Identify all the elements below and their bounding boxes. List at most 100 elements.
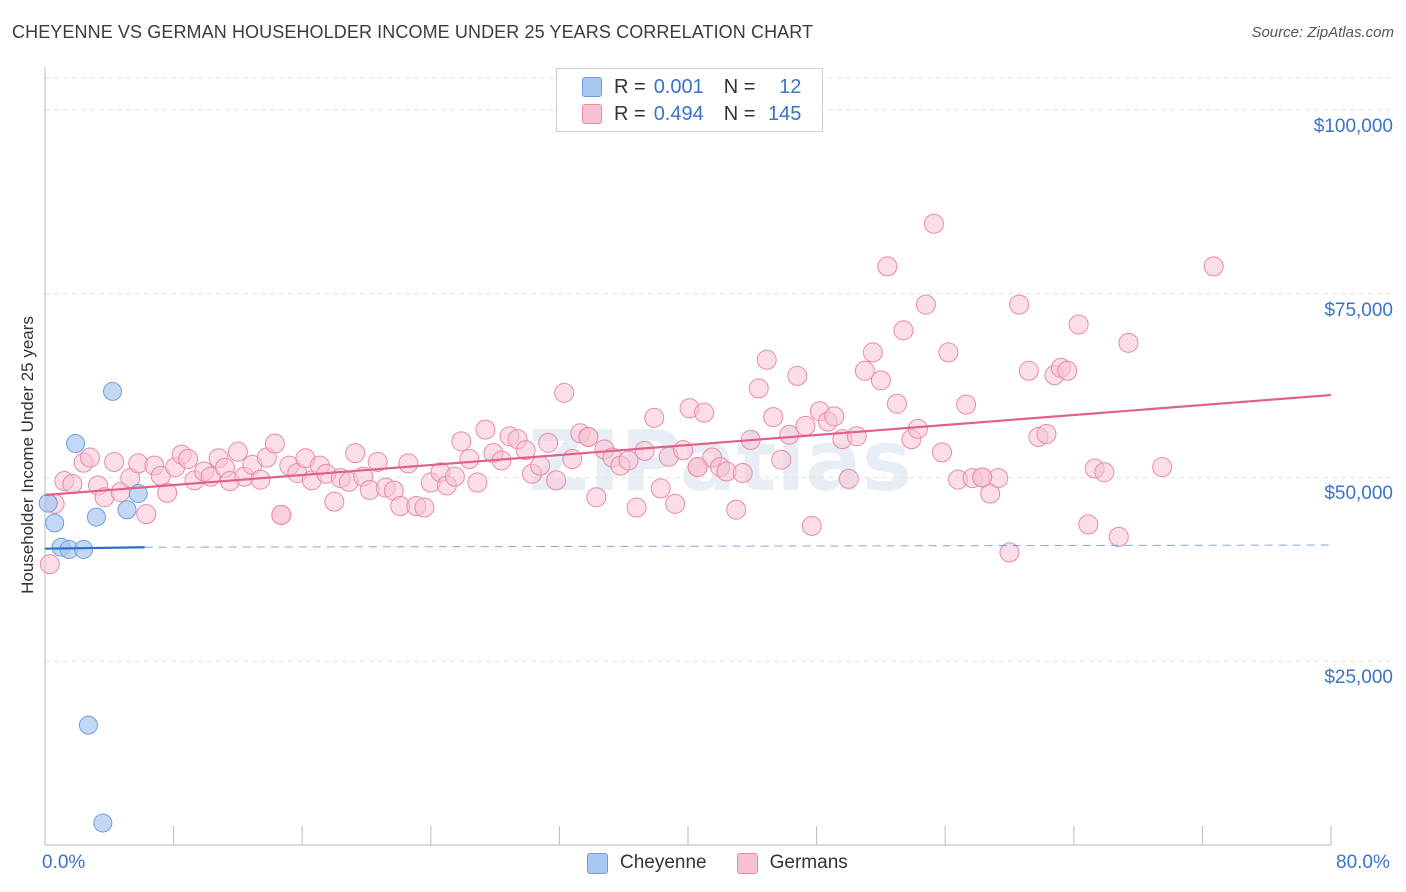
germans-point xyxy=(795,415,816,436)
germans-point xyxy=(1152,457,1173,478)
germans-point xyxy=(763,407,784,428)
germans-swatch xyxy=(582,104,602,124)
cheyenne-swatch xyxy=(582,77,602,97)
germans-point xyxy=(39,554,60,575)
germans-point xyxy=(907,418,928,439)
germans-point xyxy=(1203,256,1224,277)
n-label: N = xyxy=(723,75,756,98)
germans-point xyxy=(530,455,551,476)
germans-point xyxy=(972,467,993,488)
germans-point xyxy=(824,406,845,427)
germans-point xyxy=(554,382,575,403)
germans-point xyxy=(726,499,747,520)
cheyenne-point xyxy=(66,434,86,454)
germans-point xyxy=(748,378,769,399)
germans-point xyxy=(923,213,944,234)
germans-point xyxy=(80,447,101,468)
germans-point xyxy=(136,504,157,525)
x-tick-label-max: 80.0% xyxy=(1336,852,1390,873)
cheyenne-trend-extension xyxy=(144,544,1332,548)
cheyenne-point xyxy=(93,813,113,833)
germans-point xyxy=(546,470,567,491)
germans-point xyxy=(838,468,859,489)
r-value: 0.494 xyxy=(653,102,704,125)
germans-point xyxy=(475,419,496,440)
germans-point xyxy=(515,440,536,461)
source-credit: Source: ZipAtlas.com xyxy=(1251,24,1394,41)
legend-item-germans: Germans xyxy=(736,852,848,874)
legend-row-germans: R = 0.494 N = 145 xyxy=(557,102,801,126)
germans-point xyxy=(915,294,936,315)
germans-point xyxy=(538,432,559,453)
stats-legend: R = 0.001 N = 12 R = 0.494 N = 145 xyxy=(556,68,823,132)
germans-point xyxy=(771,449,792,470)
germans-point xyxy=(801,515,822,536)
legend-label-germans: Germans xyxy=(769,852,848,873)
legend-row-cheyenne: R = 0.001 N = 12 xyxy=(557,75,801,99)
germans-point xyxy=(644,407,665,428)
legend-label-cheyenne: Cheyenne xyxy=(620,852,707,873)
germans-point xyxy=(870,370,891,391)
germans-point xyxy=(104,451,125,472)
germans-point xyxy=(324,491,345,512)
germans-point xyxy=(893,320,914,341)
germans-point xyxy=(732,462,753,483)
germans-point xyxy=(756,349,777,370)
germans-point xyxy=(694,402,715,423)
cheyenne-point xyxy=(74,539,94,559)
germans-point xyxy=(687,457,708,478)
germans-point xyxy=(398,453,419,474)
cheyenne-point xyxy=(38,493,58,513)
germans-point xyxy=(1018,360,1039,381)
germans-point xyxy=(1068,314,1089,335)
cheyenne-legend-swatch xyxy=(587,852,608,874)
germans-point xyxy=(862,342,883,363)
germans-point xyxy=(618,450,639,471)
germans-point xyxy=(444,466,465,487)
germans-point xyxy=(1009,294,1030,315)
germans-trend-line xyxy=(44,393,1332,497)
cheyenne-point xyxy=(117,500,137,520)
germans-point xyxy=(673,440,694,461)
germans-point xyxy=(846,426,867,447)
germans-legend-swatch xyxy=(736,852,758,874)
germans-point xyxy=(1094,462,1115,483)
germans-point xyxy=(451,431,472,452)
germans-point xyxy=(367,451,388,472)
germans-point xyxy=(264,433,285,454)
germans-point xyxy=(665,493,686,514)
germans-point xyxy=(459,449,480,469)
germans-point xyxy=(931,442,952,463)
germans-point xyxy=(999,542,1020,563)
germans-point xyxy=(854,360,875,381)
germans-point xyxy=(1108,526,1129,547)
germans-point xyxy=(877,256,898,277)
y-tick-label: $50,000 xyxy=(1324,483,1393,505)
germans-point xyxy=(779,424,800,445)
n-value: 12 xyxy=(779,75,802,98)
germans-point xyxy=(467,472,488,493)
series-legend: Cheyenne Germans xyxy=(587,852,878,874)
x-tick-label-min: 0.0% xyxy=(42,852,86,873)
germans-point xyxy=(938,342,959,363)
germans-point xyxy=(157,482,178,503)
cheyenne-point xyxy=(45,513,65,533)
r-label: R = xyxy=(614,75,646,98)
germans-point xyxy=(414,497,435,518)
germans-point xyxy=(956,394,977,415)
germans-point xyxy=(1078,514,1099,535)
germans-point xyxy=(1036,424,1057,445)
germans-point xyxy=(650,478,671,499)
germans-point xyxy=(787,365,808,386)
germans-point xyxy=(62,473,83,494)
y-tick-label: $100,000 xyxy=(1313,115,1393,137)
germans-point xyxy=(1118,332,1139,353)
germans-point xyxy=(626,497,647,518)
n-label: N = xyxy=(723,102,756,125)
germans-point xyxy=(1057,360,1078,381)
germans-point xyxy=(227,441,248,462)
germans-point xyxy=(345,443,366,464)
r-value: 0.001 xyxy=(653,75,704,98)
cheyenne-point xyxy=(103,381,123,401)
